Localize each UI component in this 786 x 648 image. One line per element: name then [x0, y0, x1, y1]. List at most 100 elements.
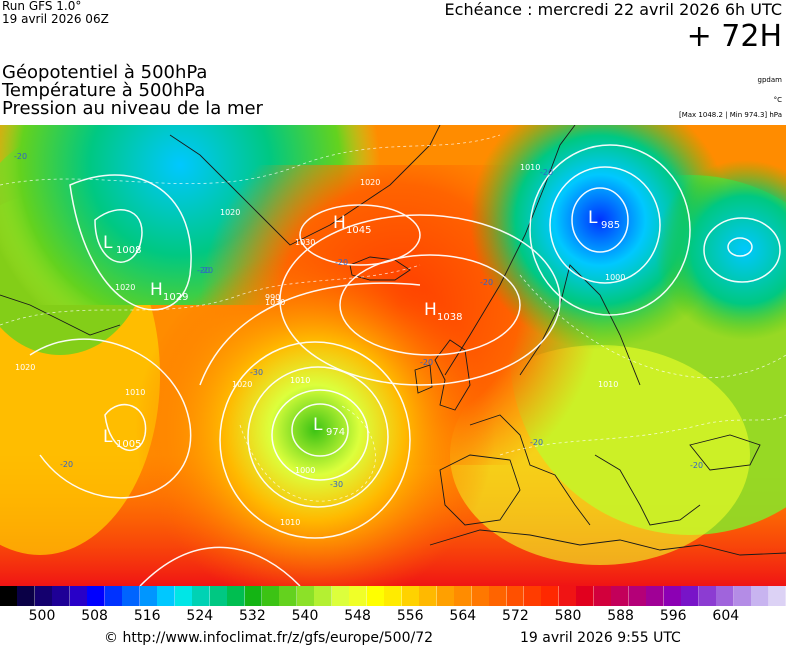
isotherm-labels: -20 -20 -20 -20 -20 -20 -30 -30 -20 -20 …: [14, 152, 703, 489]
center-low-atlantic: L 974: [313, 415, 345, 438]
center-low-scandinavia: L 985: [588, 208, 620, 231]
isobar-west-1: [94, 209, 143, 263]
color-scale-swatch: [751, 586, 770, 606]
color-scale-label: 572: [502, 608, 529, 624]
svg-text:H: H: [333, 213, 346, 233]
coast-labrador: [0, 294, 121, 336]
color-scale-swatch: [576, 586, 595, 606]
parameter-list: Géopotentiel à 500hPa Température à 500h…: [2, 64, 263, 118]
center-high-iceland-sea: H 1038: [424, 300, 462, 323]
isobar-high-2: [279, 214, 561, 386]
isobar-low-atl-1: [291, 403, 349, 457]
center-high-greenland: H 1045: [333, 213, 371, 236]
svg-text:L: L: [103, 233, 113, 253]
color-scale-swatch: [611, 586, 630, 606]
isobar-low-nord-1: [571, 187, 629, 253]
color-scale-labels: 500 508 516 524 532 540 548 556 564 572 580 588 596 6…: [0, 608, 786, 628]
svg-text:1045: 1045: [346, 225, 371, 236]
color-scale-swatch: [349, 586, 368, 606]
coast-blacksea: [689, 434, 761, 471]
color-scale-swatch: [314, 586, 333, 606]
isobar-label: 1030: [265, 298, 285, 307]
isobar-low-atl-3: [247, 366, 389, 508]
coast-iceland: [349, 256, 411, 281]
isobar-high-3: [299, 204, 421, 266]
isotherm-label: -20: [14, 152, 27, 161]
color-scale-swatch: [384, 586, 403, 606]
isobar-label: 1000: [295, 466, 315, 475]
run-date: 19 avril 2026 06Z: [2, 12, 109, 26]
color-scale-swatch: [768, 586, 786, 606]
color-scale-swatch: [52, 586, 71, 606]
isotherm-label: -30: [250, 368, 263, 377]
isotherm-label: -20: [335, 258, 348, 267]
svg-text:1038: 1038: [437, 312, 462, 323]
isobar-label: 1020: [232, 380, 252, 389]
color-scale-label: 588: [607, 608, 634, 624]
color-scale-swatch: [157, 586, 176, 606]
isotherm-label: -20: [530, 438, 543, 447]
color-scale-swatch: [733, 586, 752, 606]
isobar-label: 1020: [15, 363, 35, 372]
coastlines: [0, 125, 786, 556]
svg-text:L: L: [313, 415, 323, 435]
color-scale-swatch: [471, 586, 490, 606]
color-scale-swatch: [139, 586, 158, 606]
isotherm-label: -20: [690, 461, 703, 470]
isotherm-label: -20: [540, 168, 553, 177]
color-scale-swatch: [663, 586, 682, 606]
svg-text:974: 974: [326, 427, 345, 438]
coast-iberia: [439, 454, 521, 526]
forecast-time: Echéance : mercredi 22 avril 2026 6h UTC: [444, 0, 782, 19]
isobar-east-1: [727, 237, 753, 257]
isobar-low-atl-2: [271, 389, 369, 481]
color-scale-label: 596: [659, 608, 687, 624]
isobar-label: 990: [265, 293, 280, 302]
color-scale-swatch: [454, 586, 473, 606]
color-scale-swatch: [489, 586, 508, 606]
coast-balkans: [594, 454, 701, 526]
color-scale-label: 556: [396, 608, 424, 624]
color-scale-swatch: [262, 586, 280, 606]
color-scale-swatch: [506, 586, 525, 606]
isobar-high-1: [339, 254, 521, 356]
isobar-west-3: [104, 404, 147, 452]
isobar-low-nord-2: [549, 166, 661, 284]
color-scale-swatch: [174, 586, 193, 606]
coast-africa: [429, 529, 786, 556]
isotherm-2: [0, 264, 421, 326]
isobars: [29, 144, 781, 586]
center-high-newfoundland: H 1029: [150, 280, 188, 303]
color-scale-swatch: [17, 586, 36, 606]
color-scale-swatch: [646, 586, 665, 606]
color-scale-swatch: [87, 586, 106, 606]
svg-text:L: L: [103, 427, 113, 447]
color-scale-swatch: [69, 586, 88, 606]
color-scale-swatch: [436, 586, 455, 606]
color-scale-swatch: [366, 586, 385, 606]
color-scale-swatch: [279, 586, 298, 606]
center-low-labrador: L 1008: [103, 233, 141, 256]
color-scale-label: 532: [239, 608, 266, 624]
color-scale-swatch: [593, 586, 612, 606]
unit-geopotential: gpdam: [757, 76, 782, 84]
color-scale-label: 540: [291, 608, 319, 624]
color-scale-label: 500: [28, 608, 56, 624]
color-scale-swatch: [227, 586, 246, 606]
isobar-low-atl-4: [219, 341, 411, 539]
color-scale-swatch: [524, 586, 542, 606]
unit-pressure-range: [Max 1048.2 | Min 974.3] hPa: [678, 111, 782, 119]
color-scale-label: 524: [186, 608, 214, 624]
color-scale-label: 564: [449, 608, 477, 624]
isotherm-label: -20: [480, 278, 493, 287]
isobar-label: 1030: [295, 238, 315, 247]
color-scale-swatch: [34, 586, 53, 606]
color-scale-swatch: [419, 586, 438, 606]
color-scale-swatch: [558, 586, 577, 606]
color-scale-swatch: [698, 586, 717, 606]
isobar-label: 1020: [220, 208, 240, 217]
isotherm-label: -20: [420, 358, 433, 367]
color-scale: [0, 586, 786, 606]
isobar-label: 1020: [360, 178, 380, 187]
color-scale-swatch: [541, 586, 560, 606]
